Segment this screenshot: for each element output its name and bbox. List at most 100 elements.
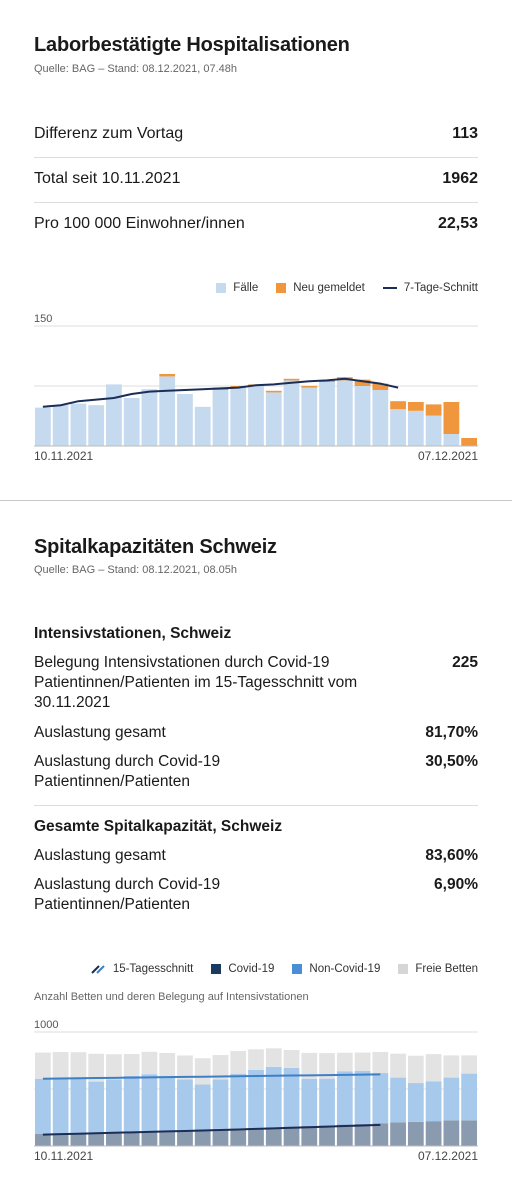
bar-free-beds bbox=[319, 1053, 335, 1079]
icu-heading: Intensivstationen, Schweiz bbox=[34, 625, 232, 642]
bar-cases bbox=[283, 380, 300, 446]
bar-cases bbox=[159, 376, 176, 446]
bar-free-beds bbox=[230, 1050, 247, 1074]
legend-label: 7-Tage-Schnitt bbox=[403, 282, 478, 294]
bar-noncovid bbox=[443, 1077, 460, 1121]
stat-row: Belegung Intensivstationen durch Covid-1… bbox=[34, 653, 478, 713]
cases-swatch bbox=[216, 283, 227, 293]
legend-item-noncovid[interactable]: Non-Covid-19 bbox=[292, 963, 380, 975]
stat-label: Belegung Intensivstationen durch Covid-1… bbox=[34, 654, 358, 711]
stat-value: 225 bbox=[452, 654, 478, 671]
stat-row: Auslastung durch Covid-19 Patientinnen/P… bbox=[34, 875, 478, 915]
bar-new-reported bbox=[372, 383, 389, 390]
bar-noncovid bbox=[461, 1073, 477, 1121]
bar-new-reported bbox=[301, 386, 318, 388]
hospitalisations-title: Laborbestätigte Hospitalisationen bbox=[34, 34, 350, 56]
bar-new-reported bbox=[159, 374, 176, 377]
stat-row: Auslastung gesamt 83,60% bbox=[34, 846, 478, 866]
stat-label: Auslastung durch Covid-19 Patientinnen/P… bbox=[34, 876, 221, 913]
x-start-label: 10.11.2021 bbox=[34, 1149, 93, 1163]
legend-item-avg[interactable]: 7-Tage-Schnitt bbox=[382, 282, 478, 294]
legend-label: Fälle bbox=[233, 282, 259, 294]
section-divider bbox=[0, 500, 512, 501]
bar-cases bbox=[265, 392, 282, 446]
bar-covid bbox=[177, 1130, 193, 1146]
bar-free-beds bbox=[194, 1058, 211, 1085]
capacity-source: Quelle: BAG – Stand: 08.12.2021, 08.05h bbox=[34, 564, 238, 576]
bar-cases bbox=[390, 409, 406, 446]
bar-free-beds bbox=[123, 1054, 140, 1076]
stat-value: 1962 bbox=[442, 170, 478, 187]
bar-noncovid bbox=[70, 1078, 87, 1134]
bar-free-beds bbox=[265, 1048, 282, 1067]
stat-value: 30,50% bbox=[425, 753, 478, 770]
legend-item-free[interactable]: Freie Betten bbox=[398, 963, 478, 975]
bar-noncovid bbox=[265, 1066, 282, 1128]
bar-new-reported bbox=[354, 379, 371, 386]
x-start-label: 10.11.2021 bbox=[34, 449, 93, 463]
bar-noncovid bbox=[35, 1078, 51, 1135]
bar-covid bbox=[88, 1132, 105, 1146]
bar-cases bbox=[35, 407, 51, 446]
stat-label: Auslastung gesamt bbox=[34, 724, 166, 741]
bar-cases bbox=[407, 410, 424, 446]
bar-covid bbox=[212, 1128, 229, 1146]
bar-covid bbox=[372, 1123, 389, 1146]
bar-new-reported bbox=[265, 390, 282, 393]
bar-covid bbox=[283, 1126, 300, 1146]
bar-covid bbox=[248, 1127, 264, 1146]
bar-noncovid bbox=[123, 1075, 140, 1132]
bar-covid bbox=[425, 1121, 442, 1146]
bar-free-beds bbox=[372, 1051, 389, 1074]
bar-noncovid bbox=[390, 1077, 406, 1123]
legend-label: Non-Covid-19 bbox=[309, 963, 381, 975]
stat-value: 22,53 bbox=[437, 215, 478, 232]
bar-noncovid bbox=[319, 1078, 335, 1126]
legend-label: 15-Tagesschnitt bbox=[112, 963, 194, 975]
avg-line-swatch bbox=[382, 287, 397, 289]
legend-item-15day-avg[interactable]: 15-Tagesschnitt bbox=[91, 963, 194, 975]
stat-value: 81,70% bbox=[425, 724, 478, 741]
avg-lines-icon bbox=[91, 965, 105, 974]
bar-covid bbox=[443, 1120, 460, 1146]
legend-item-cases[interactable]: Fälle bbox=[216, 282, 258, 294]
bar-covid bbox=[35, 1134, 51, 1146]
bar-noncovid bbox=[106, 1079, 122, 1133]
bar-free-beds bbox=[52, 1052, 69, 1078]
bar-free-beds bbox=[177, 1055, 193, 1080]
stat-row: Differenz zum Vortag 113 bbox=[34, 112, 478, 156]
bar-new-reported bbox=[390, 401, 406, 410]
row-divider bbox=[34, 805, 478, 806]
bar-cases bbox=[354, 386, 371, 446]
bar-noncovid bbox=[141, 1074, 158, 1132]
bar-cases bbox=[212, 390, 229, 446]
bar-noncovid bbox=[425, 1081, 442, 1122]
bar-covid bbox=[354, 1123, 371, 1146]
avg-line bbox=[42, 377, 399, 408]
bar-covid bbox=[301, 1125, 318, 1146]
bar-cases bbox=[123, 398, 140, 446]
bar-noncovid bbox=[212, 1079, 229, 1129]
capacity-chart-note: Anzahl Betten und deren Belegung auf Int… bbox=[34, 991, 309, 1003]
legend-item-covid[interactable]: Covid-19 bbox=[211, 963, 274, 975]
total-capacity-heading: Gesamte Spitalkapazität, Schweiz bbox=[34, 818, 283, 835]
bar-free-beds bbox=[461, 1055, 477, 1074]
bar-noncovid bbox=[372, 1073, 389, 1124]
legend-item-new[interactable]: Neu gemeldet bbox=[276, 282, 365, 294]
bar-noncovid bbox=[177, 1079, 193, 1131]
bar-covid bbox=[141, 1131, 158, 1146]
row-divider bbox=[34, 202, 478, 203]
bar-covid bbox=[70, 1133, 87, 1146]
bar-new-reported bbox=[425, 404, 442, 416]
stat-row: Total seit 10.11.2021 1962 bbox=[34, 157, 478, 201]
bar-cases bbox=[177, 394, 193, 446]
capacity-chart[interactable]: 1000 10.11.2021 07.12.2021 bbox=[0, 1006, 512, 1186]
bar-free-beds bbox=[212, 1055, 229, 1080]
bar-covid bbox=[230, 1128, 247, 1146]
bar-covid bbox=[461, 1120, 477, 1146]
hospitalisations-section: Laborbestätigte Hospitalisationen Quelle… bbox=[0, 0, 512, 500]
bar-free-beds bbox=[390, 1053, 406, 1078]
bar-cases bbox=[319, 382, 335, 446]
hospitalisations-chart[interactable]: 150 10.11.2021 07.12.2021 bbox=[0, 300, 512, 470]
hospitalisations-source: Quelle: BAG – Stand: 08.12.2021, 07.48h bbox=[34, 63, 238, 75]
